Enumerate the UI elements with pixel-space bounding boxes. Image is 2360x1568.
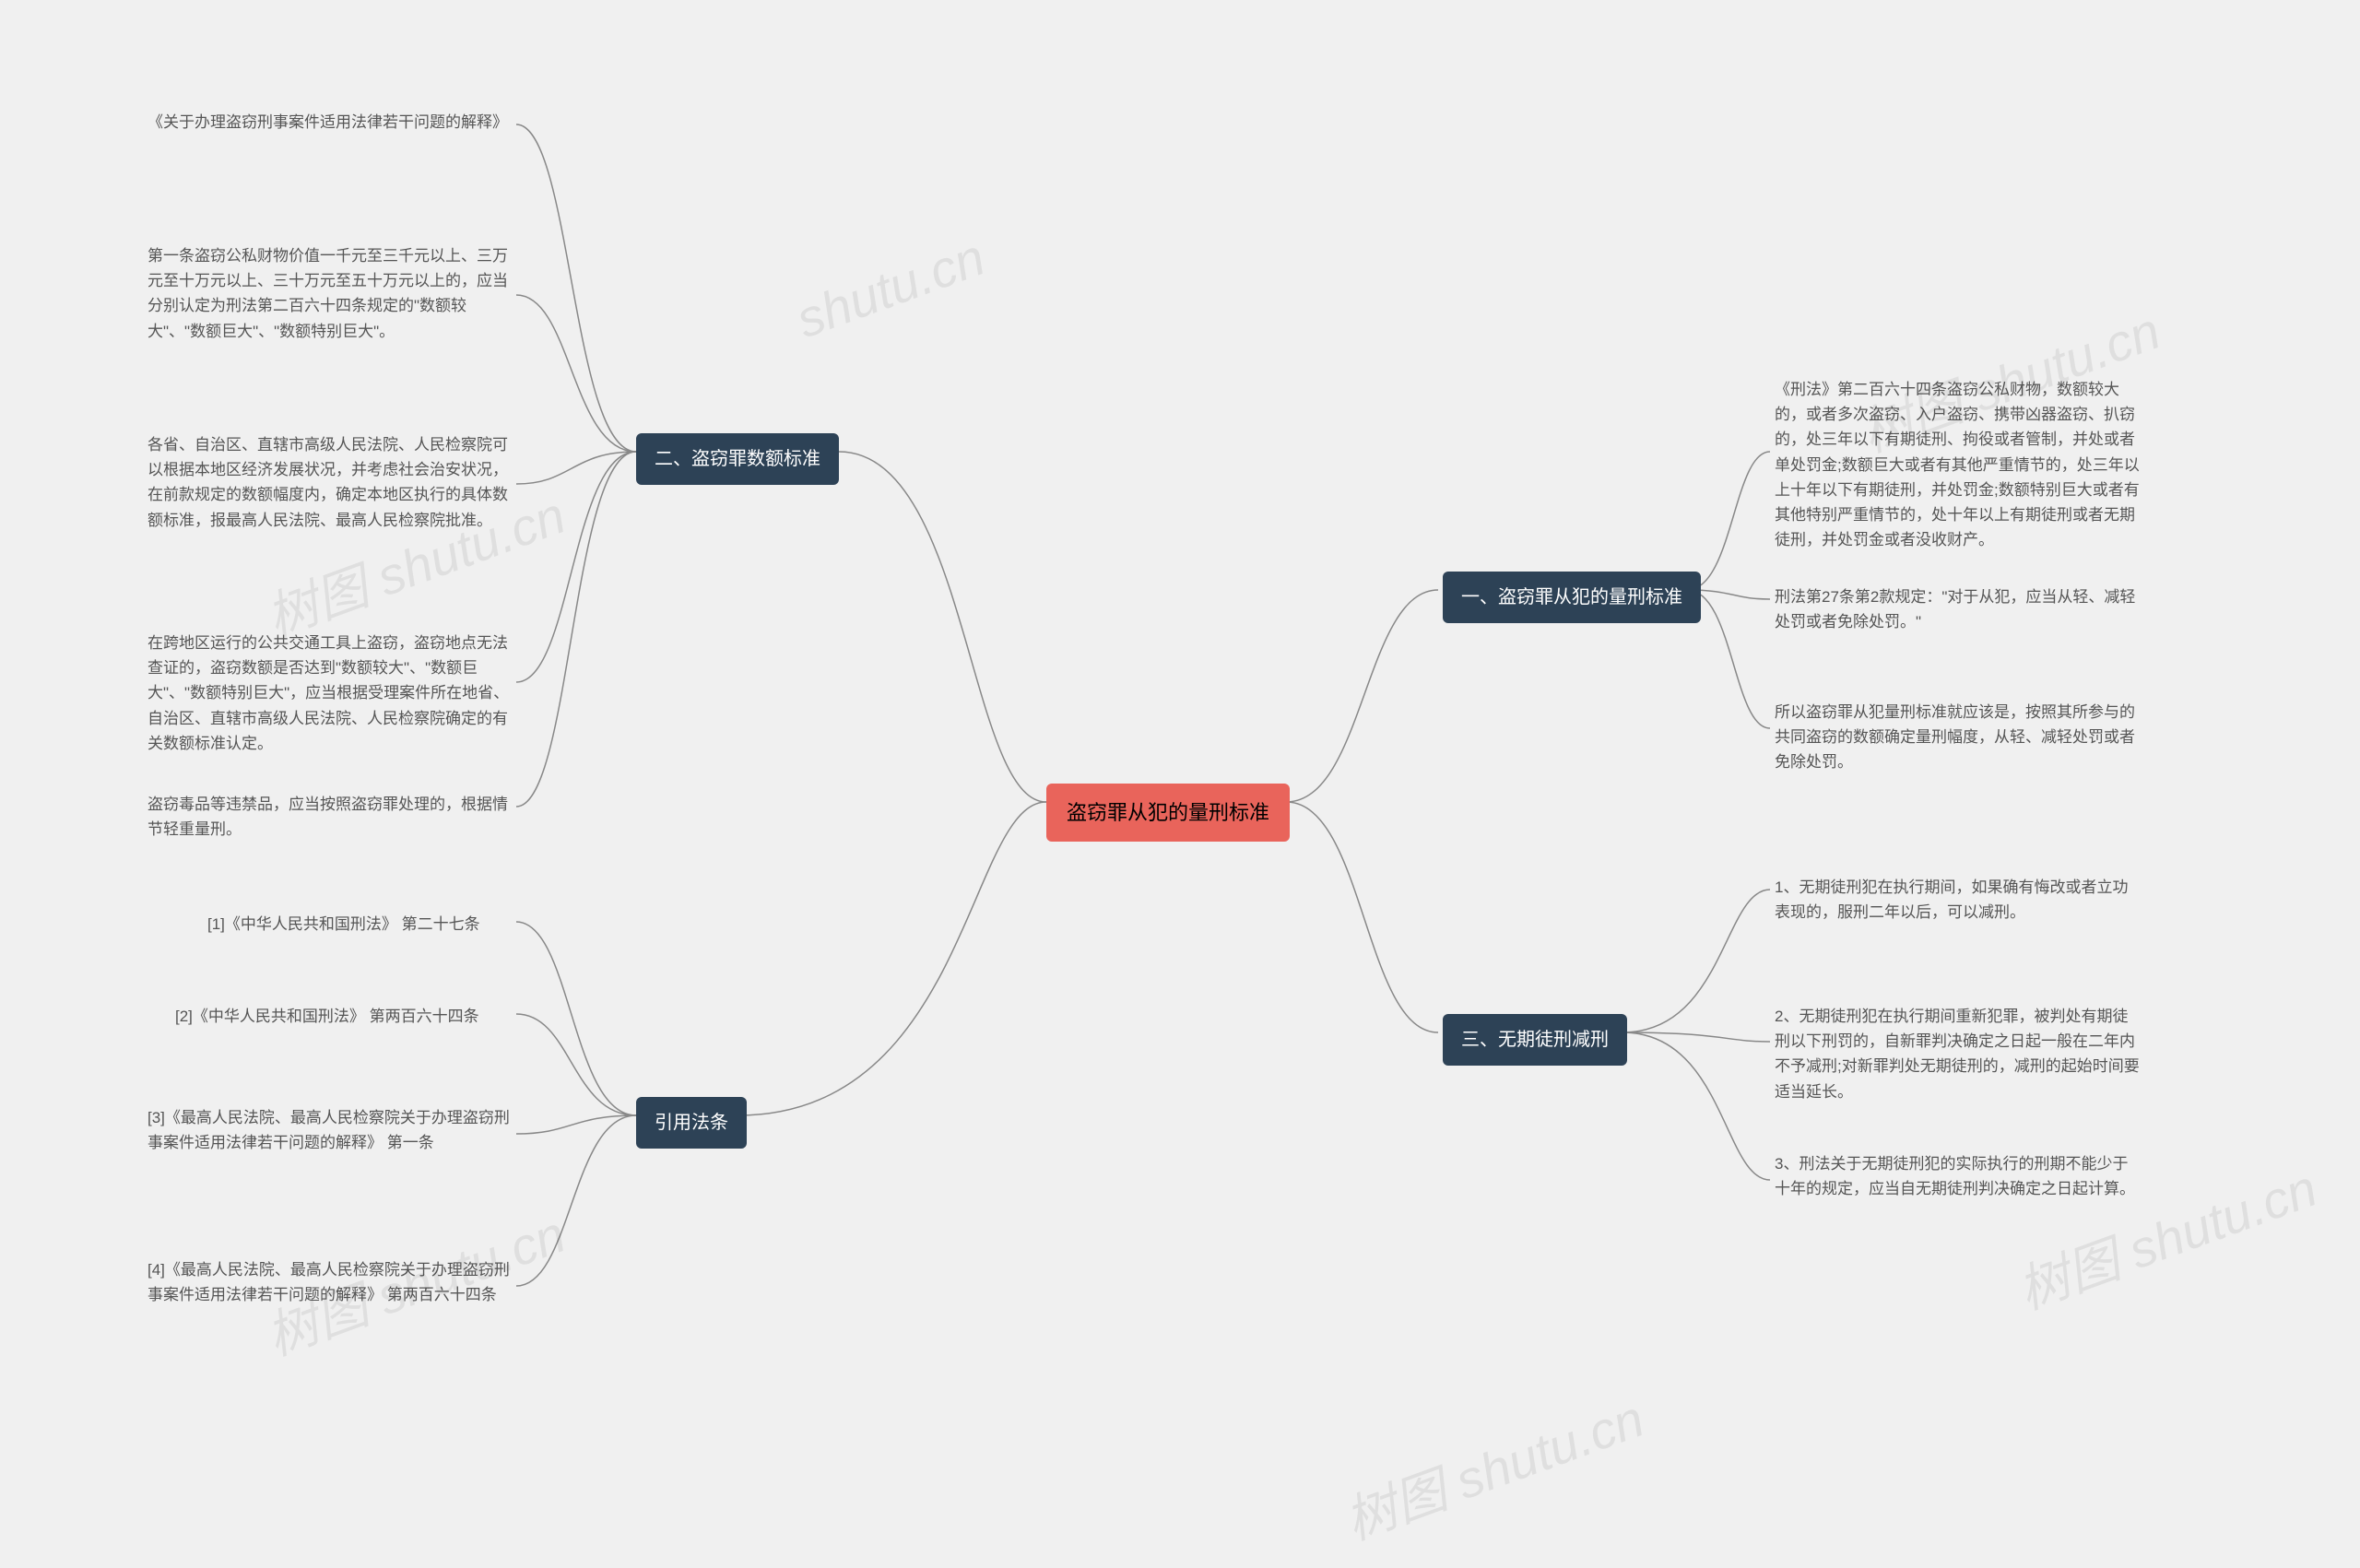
leaf-text: 2、无期徒刑犯在执行期间重新犯罪，被判处有期徒刑以下刑罚的，自新罪判决确定之日起… xyxy=(1775,1000,2143,1108)
branch-label: 一、盗窃罪从犯的量刑标准 xyxy=(1461,583,1682,612)
leaf-text: 1、无期徒刑犯在执行期间，如果确有悔改或者立功表现的，服刑二年以后，可以减刑。 xyxy=(1775,871,2143,928)
leaf-text: 各省、自治区、直辖市高级人民法院、人民检察院可以根据本地区经济发展状况，并考虑社… xyxy=(148,429,516,536)
branch-label: 二、盗窃罪数额标准 xyxy=(655,444,820,474)
branch-cited-law[interactable]: 引用法条 xyxy=(636,1097,747,1149)
leaf-text: 3、刑法关于无期徒刑犯的实际执行的刑期不能少于十年的规定，应当自无期徒刑判决确定… xyxy=(1775,1148,2143,1205)
leaf-text: [2]《中华人民共和国刑法》 第两百六十四条 xyxy=(175,1000,479,1032)
leaf-text: 所以盗窃罪从犯量刑标准就应该是，按照其所参与的共同盗窃的数额确定量刑幅度，从轻、… xyxy=(1775,696,2143,779)
branch-sentencing[interactable]: 一、盗窃罪从犯的量刑标准 xyxy=(1443,572,1701,623)
leaf-text: [1]《中华人民共和国刑法》 第二十七条 xyxy=(207,908,480,940)
leaf-text: 《刑法》第二百六十四条盗窃公私财物，数额较大的，或者多次盗窃、入户盗窃、携带凶器… xyxy=(1775,373,2143,556)
branch-label: 引用法条 xyxy=(655,1108,728,1138)
leaf-text: 盗窃毒品等违禁品，应当按照盗窃罪处理的，根据情节轻重量刑。 xyxy=(148,788,516,845)
watermark: shutu.cn xyxy=(788,227,992,349)
root-label: 盗窃罪从犯的量刑标准 xyxy=(1067,796,1269,829)
leaf-text: 《关于办理盗窃刑事案件适用法律若干问题的解释》 xyxy=(148,106,508,138)
leaf-text: 刑法第27条第2款规定："对于从犯，应当从轻、减轻处罚或者免除处罚。" xyxy=(1775,581,2143,638)
branch-label: 三、无期徒刑减刑 xyxy=(1461,1025,1609,1055)
leaf-text: [4]《最高人民法院、最高人民检察院关于办理盗窃刑事案件适用法律若干问题的解释》… xyxy=(148,1254,516,1311)
root-node[interactable]: 盗窃罪从犯的量刑标准 xyxy=(1046,784,1290,842)
watermark: 树图 shutu.cn xyxy=(1333,1377,1653,1554)
leaf-text: [3]《最高人民法院、最高人民检察院关于办理盗窃刑事案件适用法律若干问题的解释》… xyxy=(148,1102,516,1159)
branch-amount-std[interactable]: 二、盗窃罪数额标准 xyxy=(636,433,839,485)
leaf-text: 在跨地区运行的公共交通工具上盗窃，盗窃地点无法查证的，盗窃数额是否达到"数额较大… xyxy=(148,627,516,760)
branch-commutation[interactable]: 三、无期徒刑减刑 xyxy=(1443,1014,1627,1066)
leaf-text: 第一条盗窃公私财物价值一千元至三千元以上、三万元至十万元以上、三十万元至五十万元… xyxy=(148,240,516,348)
